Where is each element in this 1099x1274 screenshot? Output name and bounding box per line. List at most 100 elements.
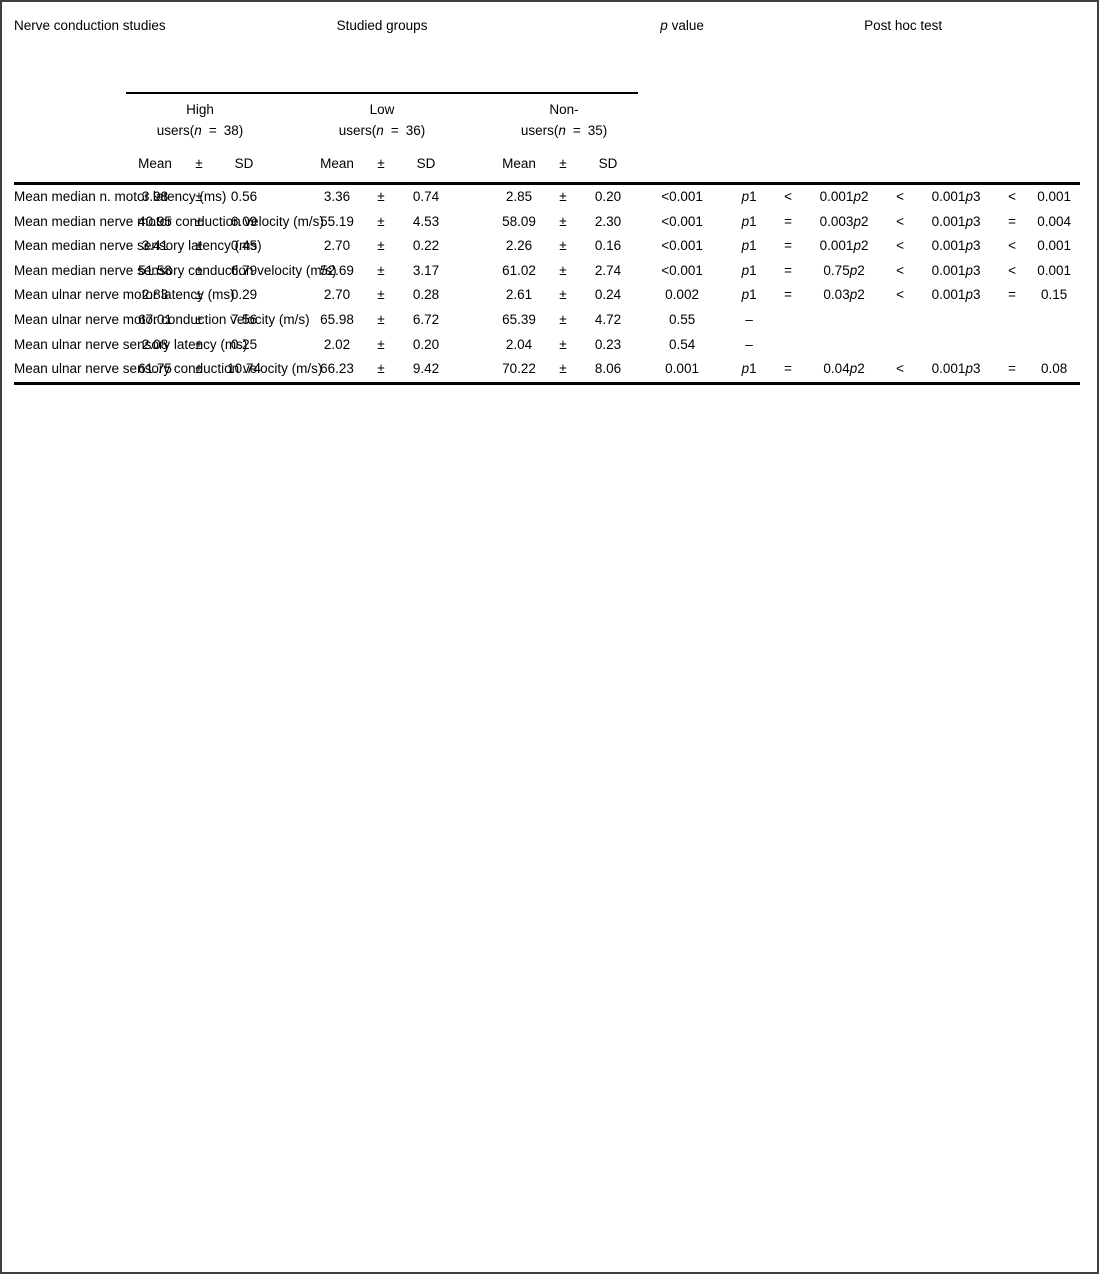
plus-minus: ±	[366, 357, 396, 385]
spacer	[456, 308, 490, 333]
posthoc-p1: –	[745, 311, 753, 327]
table-row: Mean median nerve motor conduction veloc…	[14, 210, 1080, 235]
spacer	[274, 93, 308, 152]
spacer	[456, 333, 490, 358]
posthoc-op3: <	[1008, 262, 1017, 278]
posthoc-v1-p2	[804, 308, 884, 333]
plus-minus: ±	[559, 238, 567, 254]
group-high-users: High users(n = 38)	[126, 93, 274, 152]
row-label: Mean median nerve motor conduction veloc…	[14, 213, 324, 229]
group-non-n: users(n = 35)	[520, 122, 608, 138]
non-mean: 70.22	[490, 357, 548, 385]
row-label: Mean median nerve sensory conduction vel…	[14, 262, 337, 278]
posthoc-v1-p2: 0.75p2	[823, 262, 865, 278]
plus-minus: ±	[195, 336, 203, 352]
high-sd: 10.74	[214, 357, 274, 385]
table-header: Nerve conduction studies Studied groups …	[14, 14, 1081, 185]
spacer	[274, 152, 308, 185]
posthoc-op3: =	[1008, 287, 1017, 303]
plus-minus: ±	[195, 262, 203, 278]
posthoc-v2-p3: 0.001p3	[931, 262, 981, 278]
non-sd: 2.74	[594, 262, 622, 278]
p-value: 0.002	[665, 287, 699, 303]
plus-minus: ±	[195, 189, 203, 204]
posthoc-v2-p3	[916, 308, 996, 333]
posthoc-op2: <	[896, 262, 905, 278]
plus-minus: ±	[377, 213, 385, 229]
p-value: <0.001	[661, 262, 703, 278]
posthoc-p1: p1	[741, 213, 757, 229]
high-sd: 0.45	[230, 238, 258, 254]
posthoc-v1-p2	[804, 333, 884, 358]
posthoc-v3: 0.001	[1037, 238, 1071, 254]
posthoc-op1: =	[772, 357, 805, 385]
posthoc-op1: =	[784, 238, 793, 254]
posthoc-op3	[996, 308, 1028, 333]
table-row: Mean median n. motor latency (ms) 3.98 ±…	[14, 184, 1080, 210]
row-label: Mean ulnar nerve sensory latency (ms)	[14, 336, 248, 352]
non-sd: 0.20	[594, 189, 622, 204]
posthoc-v3: 0.004	[1037, 213, 1071, 229]
posthoc-op2: <	[896, 238, 905, 254]
p-value: <0.001	[661, 189, 703, 204]
posthoc-op2	[884, 333, 916, 358]
spacer	[456, 357, 490, 385]
posthoc-v1-p2: 0.001p2	[819, 189, 869, 204]
group-non-users: Non- users(n = 35)	[490, 93, 638, 152]
low-sd: 0.28	[412, 287, 440, 303]
non-sd: 2.30	[594, 213, 622, 229]
posthoc-v3	[1028, 308, 1080, 333]
high-sd: 6.79	[230, 262, 258, 278]
low-sd: 0.74	[412, 189, 440, 204]
plus-minus: ±	[377, 189, 385, 204]
low-sd: 6.72	[412, 311, 440, 327]
posthoc-v1-p2: 0.04p2	[804, 357, 885, 385]
spacer	[274, 283, 308, 308]
posthoc-v2-p3	[916, 333, 996, 358]
header-row-groups: High users(n = 38) Low users(n = 36) Non- us…	[14, 93, 1080, 152]
low-mean-header: Mean	[308, 152, 366, 185]
p-value: 0.54	[668, 336, 696, 352]
low-mean: 3.36	[323, 189, 351, 204]
high-mean: 40.95	[138, 213, 172, 229]
high-sd: 7.56	[230, 311, 258, 327]
header-p-value: p value	[638, 14, 727, 185]
non-sd: 0.24	[594, 287, 622, 303]
posthoc-op1: =	[784, 213, 793, 229]
high-sd: 0.29	[230, 287, 258, 303]
high-sd: 0.25	[230, 336, 258, 352]
header-col1-label: Nerve conduction studies	[14, 18, 166, 33]
spacer	[456, 283, 490, 308]
high-mean: 67.01	[138, 311, 172, 327]
header-row-stats: Mean ± SD Mean ± SD Mean ± SD	[14, 152, 1080, 185]
low-mean: 65.98	[320, 311, 354, 327]
posthoc-op3: <	[1008, 189, 1017, 204]
spacer	[456, 259, 490, 284]
header-post-hoc-test: Post hoc test	[726, 14, 1081, 185]
posthoc-p1: –	[745, 336, 753, 352]
spacer	[274, 333, 308, 358]
group-high-word: High	[186, 102, 214, 117]
plus-minus: ±	[559, 213, 567, 229]
header-row-top: Nerve conduction studies Studied groups …	[14, 14, 1081, 185]
posthoc-op3	[996, 333, 1028, 358]
group-non-word: Non-	[549, 102, 579, 117]
p-value: <0.001	[661, 238, 703, 254]
low-sd: 3.17	[412, 262, 440, 278]
high-sd: 0.56	[230, 189, 258, 204]
plus-minus: ±	[195, 213, 203, 229]
post-hoc-label: Post hoc test	[864, 18, 943, 33]
posthoc-p1: p1	[741, 287, 757, 303]
low-sd: 0.20	[412, 336, 440, 352]
posthoc-v3: 0.001	[1037, 189, 1071, 204]
plus-minus: ±	[377, 336, 385, 352]
posthoc-op2: <	[896, 189, 905, 204]
high-mean: 61.75	[126, 357, 184, 385]
posthoc-op3: =	[996, 357, 1029, 385]
posthoc-op1: =	[784, 287, 793, 303]
spacer	[456, 210, 490, 235]
high-mean: 3.98	[141, 189, 169, 204]
plus-minus-header: ±	[366, 152, 396, 185]
high-sd: 6.09	[230, 213, 258, 229]
spacer	[456, 152, 490, 185]
